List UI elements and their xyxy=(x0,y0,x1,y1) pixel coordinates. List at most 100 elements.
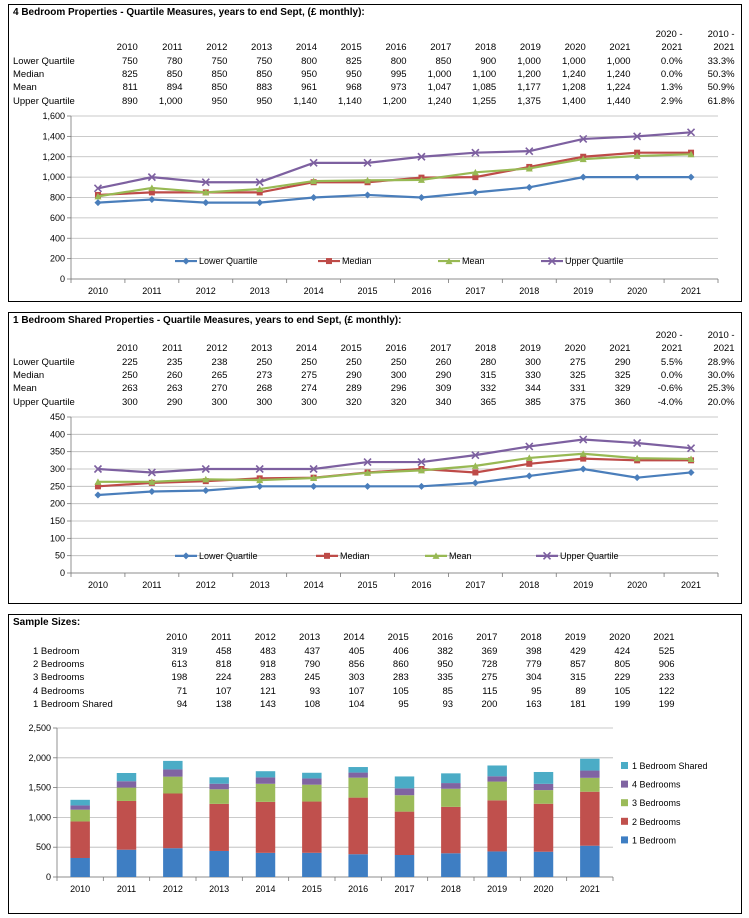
table-cell: 268 xyxy=(256,383,273,395)
table-cell: 296 xyxy=(390,383,407,395)
x-tick-label: 2010 xyxy=(88,580,108,590)
y-tick-label: 1,000 xyxy=(28,812,51,822)
header-spacer xyxy=(13,41,93,54)
bar-segment xyxy=(348,767,368,773)
bar-segment xyxy=(580,777,600,792)
table-cell: 283 xyxy=(392,672,409,684)
table-cell: 790 xyxy=(304,658,321,670)
data-point xyxy=(547,257,557,266)
legend-label: Mean xyxy=(449,551,472,561)
data-point xyxy=(202,475,210,483)
data-point xyxy=(686,128,696,137)
y-tick-label: 200 xyxy=(50,254,65,264)
bar-segment xyxy=(163,776,183,794)
header-spacer xyxy=(362,329,407,342)
x-tick-label: 2010 xyxy=(88,286,108,296)
table-row: 4 Bedrooms 71 107 121 93 107 105 85 115 95 89 105 12… xyxy=(33,685,675,698)
year-header: 2012 xyxy=(206,343,228,355)
data-point xyxy=(525,442,534,451)
table-cell: 138 xyxy=(215,699,232,711)
table-cell: 856 xyxy=(348,658,365,670)
table-cell: 1,177 xyxy=(517,82,541,94)
panel-4-bedroom: 4 Bedroom Properties - Quartile Measures… xyxy=(8,4,742,302)
legend-label: Lower Quartile xyxy=(199,256,258,266)
year-header: 2021 xyxy=(609,42,631,54)
table-cell: 319 xyxy=(171,645,188,657)
data-point xyxy=(471,462,479,469)
header-spacer xyxy=(227,28,272,41)
table-cell: 406 xyxy=(392,645,409,657)
table-cell: 290 xyxy=(166,396,183,408)
table-cell: 300 xyxy=(390,369,407,381)
panel-title: 4 Bedroom Properties - Quartile Measures… xyxy=(13,7,365,18)
table-cell: 1,400 xyxy=(561,95,586,107)
change-cell: 20.0% xyxy=(707,396,735,408)
change-header: 2020 - xyxy=(655,29,683,40)
table-cell: 250 xyxy=(390,356,407,368)
table-cell: 200 xyxy=(481,699,498,711)
data-point xyxy=(310,474,318,482)
bar-segment xyxy=(441,788,461,807)
table-cell: 906 xyxy=(658,658,675,670)
table-cell: 94 xyxy=(176,699,188,711)
data-point xyxy=(364,482,372,490)
x-tick-label: 2015 xyxy=(358,580,378,590)
table-cell: 260 xyxy=(166,369,183,381)
y-tick-label: 1,500 xyxy=(28,783,51,793)
stacked-bar-chart-sample-sizes: 0 500 1,000 1,500 2,000 2,500 2010 2011 2012 2013… xyxy=(28,723,707,894)
bar-segment xyxy=(348,854,368,877)
bar-segment xyxy=(533,790,554,804)
data-point xyxy=(324,552,330,559)
data-point xyxy=(432,552,440,559)
row-label: Upper Quartile xyxy=(13,95,75,107)
table-cell: 961 xyxy=(301,82,317,94)
data-point xyxy=(525,164,533,172)
table-cell: 1,208 xyxy=(561,82,586,94)
table-cell: 93 xyxy=(442,699,454,711)
x-tick-label: 2019 xyxy=(573,286,593,296)
data-point xyxy=(417,152,426,161)
table-row: Upper Quartile 890 1,000 950 950 1,140 1,140 1,… xyxy=(13,95,735,108)
table-cell: 1,000 xyxy=(158,95,183,107)
series-line xyxy=(97,131,692,190)
header-spacer xyxy=(496,329,541,342)
change-cell: 0.0% xyxy=(660,68,683,80)
bar-segment xyxy=(441,773,461,784)
data-point xyxy=(310,482,318,490)
bar-segment xyxy=(580,791,600,846)
year-header: 2014 xyxy=(343,632,365,644)
legend-label: Lower Quartile xyxy=(199,551,258,561)
bar-segment xyxy=(533,771,554,784)
table-cell: 857 xyxy=(570,658,586,670)
x-tick-label: 2015 xyxy=(358,286,378,296)
table-cell: 1,255 xyxy=(472,95,497,107)
table-cell: 779 xyxy=(525,658,542,670)
header-spacer xyxy=(541,329,586,342)
header-spacer xyxy=(183,329,228,342)
table-cell: 300 xyxy=(301,396,317,408)
header-spacer xyxy=(362,28,407,41)
year-header: 2010 xyxy=(116,343,138,355)
y-tick-label: 1,200 xyxy=(42,152,65,162)
x-tick-label: 2013 xyxy=(209,884,229,894)
table-cell: 344 xyxy=(525,383,541,395)
y-tick-label: 250 xyxy=(50,481,65,491)
y-tick-label: 400 xyxy=(50,233,65,243)
y-tick-label: 0 xyxy=(46,872,51,882)
x-tick-label: 2017 xyxy=(394,884,414,894)
table-cell: 1,140 xyxy=(293,95,317,107)
table-row: Upper Quartile 300 290 300 300 300 320 320 340 36… xyxy=(13,396,735,409)
bar-segment xyxy=(487,781,507,801)
y-tick-label: 2,500 xyxy=(28,723,51,733)
bar-segment xyxy=(70,809,90,822)
quartile-table: 2020 - 2010 - 2010 2011 2012 2013 2014 2015 2016… xyxy=(13,28,735,108)
x-tick-label: 2017 xyxy=(465,286,485,296)
table-cell: 289 xyxy=(345,383,362,395)
data-point xyxy=(93,464,103,474)
data-point xyxy=(256,482,264,490)
header-spacer xyxy=(407,329,452,342)
table-cell: 360 xyxy=(614,396,631,408)
table-cell: 424 xyxy=(614,645,631,657)
table-cell: 429 xyxy=(570,645,586,657)
header-spacer xyxy=(138,28,183,41)
